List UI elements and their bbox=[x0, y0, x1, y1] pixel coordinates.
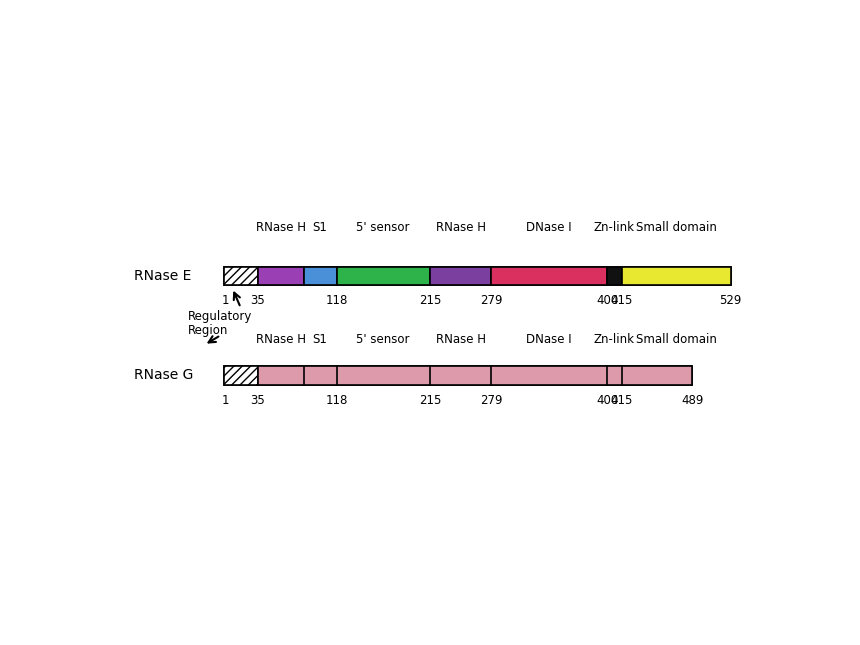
Text: 215: 215 bbox=[419, 294, 441, 308]
Bar bbox=[224, 266, 258, 286]
Text: 1: 1 bbox=[221, 393, 229, 407]
Text: Small domain: Small domain bbox=[636, 333, 716, 346]
Bar bbox=[224, 366, 258, 385]
Text: Region: Region bbox=[187, 324, 228, 337]
Text: 489: 489 bbox=[681, 393, 703, 407]
Bar bbox=[304, 266, 337, 286]
Text: RNase H: RNase H bbox=[255, 333, 305, 346]
Bar bbox=[430, 266, 491, 286]
Text: 5' sensor: 5' sensor bbox=[356, 221, 410, 234]
Text: DNase I: DNase I bbox=[526, 221, 572, 234]
Bar bbox=[607, 266, 622, 286]
Bar bbox=[258, 266, 304, 286]
Bar bbox=[224, 366, 692, 385]
Text: RNase G: RNase G bbox=[134, 368, 194, 382]
Text: 215: 215 bbox=[419, 393, 441, 407]
Bar bbox=[337, 266, 430, 286]
Text: Zn-link: Zn-link bbox=[593, 333, 635, 346]
Bar bbox=[258, 366, 692, 385]
Text: 279: 279 bbox=[480, 294, 502, 308]
Bar bbox=[622, 266, 731, 286]
Text: 35: 35 bbox=[250, 393, 265, 407]
Text: 400: 400 bbox=[596, 294, 618, 308]
Text: 279: 279 bbox=[480, 393, 502, 407]
Text: RNase H: RNase H bbox=[436, 333, 486, 346]
Text: 415: 415 bbox=[611, 294, 633, 308]
Text: Regulatory: Regulatory bbox=[187, 310, 252, 323]
Text: RNase E: RNase E bbox=[134, 269, 192, 283]
Bar bbox=[491, 266, 607, 286]
Text: RNase H: RNase H bbox=[255, 221, 305, 234]
Text: RNase H: RNase H bbox=[436, 221, 486, 234]
Text: 400: 400 bbox=[596, 393, 618, 407]
Text: 118: 118 bbox=[326, 393, 348, 407]
Text: DNase I: DNase I bbox=[526, 333, 572, 346]
Text: 415: 415 bbox=[611, 393, 633, 407]
Text: Zn-link: Zn-link bbox=[593, 221, 635, 234]
Text: 529: 529 bbox=[720, 294, 742, 308]
Text: Small domain: Small domain bbox=[636, 221, 716, 234]
Text: 5' sensor: 5' sensor bbox=[356, 333, 410, 346]
Text: 1: 1 bbox=[221, 294, 229, 308]
Text: 118: 118 bbox=[326, 294, 348, 308]
Text: S1: S1 bbox=[312, 333, 328, 346]
Bar bbox=[224, 266, 731, 286]
Text: 35: 35 bbox=[250, 294, 265, 308]
Text: S1: S1 bbox=[312, 221, 328, 234]
